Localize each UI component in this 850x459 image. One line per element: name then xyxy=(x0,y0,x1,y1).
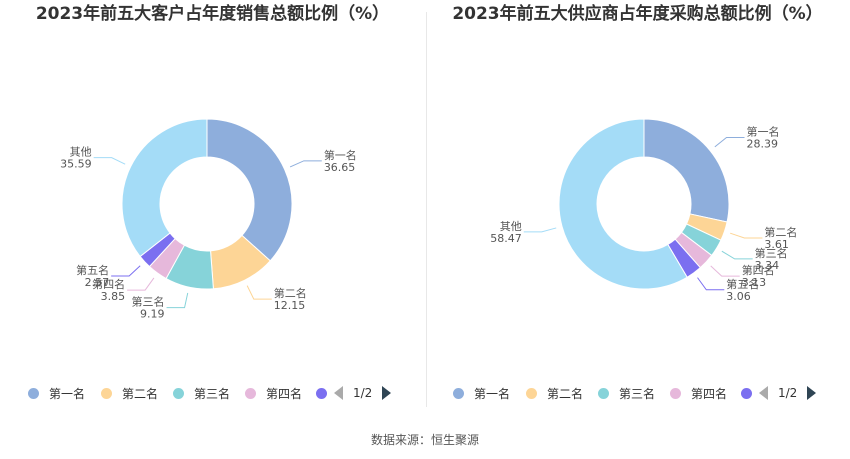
leader-line xyxy=(127,277,155,291)
slice-label-value: 28.39 xyxy=(746,137,778,150)
page-indicator: 1/2 xyxy=(778,386,798,400)
legend-pager: 1/2 xyxy=(759,383,817,403)
legend-item[interactable]: 第三名 xyxy=(173,383,230,403)
legend-label: 第四名 xyxy=(266,386,303,401)
pie-slice[interactable] xyxy=(558,118,688,290)
slice-label-value: 3.06 xyxy=(726,290,751,303)
slice-label-name: 其他 xyxy=(500,220,522,233)
leader-line xyxy=(289,160,322,168)
leader-line xyxy=(730,232,763,239)
slice-label-value: 35.59 xyxy=(60,158,92,171)
next-page-icon[interactable] xyxy=(807,386,817,400)
legend-label: 第二名 xyxy=(122,386,159,401)
legend-marker xyxy=(173,387,184,399)
legend-item[interactable]: 第四名 xyxy=(670,383,727,403)
slice-label-value: 3.13 xyxy=(742,276,767,289)
chart-legend: 第一名 第二名 第三名 第四名 1/2 xyxy=(425,383,850,403)
slice-label-name: 其他 xyxy=(70,146,92,159)
data-source: 数据来源：恒生聚源 xyxy=(370,433,479,447)
leader-line xyxy=(710,265,740,277)
legend-item[interactable] xyxy=(741,383,762,403)
page-indicator: 1/2 xyxy=(353,386,373,400)
leader-line xyxy=(166,292,189,309)
legend-label: 第四名 xyxy=(691,386,728,401)
legend-item[interactable]: 第四名 xyxy=(245,383,302,403)
leader-line xyxy=(111,265,141,277)
legend-item[interactable]: 第三名 xyxy=(598,383,655,403)
legend-marker xyxy=(453,387,464,399)
chart-title: 2023年前五大供应商占年度采购总额比例（%） xyxy=(452,4,823,24)
leader-line xyxy=(697,277,725,291)
supplier-chart-panel: 2023年前五大供应商占年度采购总额比例（%） 第一名 28.39 第二名 3.61 第… xyxy=(425,0,850,420)
legend-label: 第三名 xyxy=(619,386,656,401)
leader-line xyxy=(721,250,753,260)
slice-label-value: 3.61 xyxy=(764,238,789,251)
next-page-icon[interactable] xyxy=(382,386,392,400)
legend-item[interactable]: 第一名 xyxy=(453,383,510,403)
slice-label-value: 12.15 xyxy=(274,299,306,312)
leader-line xyxy=(714,136,745,148)
prev-page-icon[interactable] xyxy=(334,386,343,400)
legend-marker xyxy=(526,387,537,399)
legend-marker xyxy=(101,387,112,399)
slice-label-value: 3.34 xyxy=(755,259,780,272)
legend-label: 第二名 xyxy=(547,386,584,401)
slice-label-value: 9.19 xyxy=(140,308,165,321)
slice-label-name: 第二名 xyxy=(764,225,797,239)
chart-legend: 第一名 第二名 第三名 第四名 1/2 xyxy=(0,383,425,403)
prev-page-icon[interactable] xyxy=(759,386,768,400)
pie-slice[interactable] xyxy=(206,118,293,262)
slice-label-name: 第三名 xyxy=(755,246,788,260)
panel-divider xyxy=(426,12,427,407)
leader-line xyxy=(523,227,557,233)
leader-line xyxy=(246,285,272,300)
legend-label: 第一名 xyxy=(49,386,86,401)
legend-label: 第一名 xyxy=(474,386,511,401)
slice-label-value: 2.57 xyxy=(85,276,110,289)
legend-item[interactable]: 第一名 xyxy=(28,383,85,403)
legend-marker xyxy=(598,387,609,399)
legend-marker xyxy=(741,387,752,399)
pie-slice[interactable] xyxy=(121,118,208,258)
leader-line xyxy=(93,157,126,165)
legend-marker xyxy=(316,387,327,399)
slice-label-name: 第一名 xyxy=(746,124,779,138)
slice-label-name: 第一名 xyxy=(324,148,357,162)
slice-label-name: 第五名 xyxy=(76,263,109,277)
legend-marker xyxy=(670,387,681,399)
slice-label-name: 第四名 xyxy=(92,277,125,291)
slice-label-name: 第三名 xyxy=(132,295,165,309)
slice-label-name: 第四名 xyxy=(742,263,775,277)
customer-chart-panel: 2023年前五大客户占年度销售总额比例（%） 第一名 36.65 第二名 12.15 第… xyxy=(0,0,425,420)
legend-label: 第三名 xyxy=(194,386,231,401)
legend-marker xyxy=(245,387,256,399)
legend-item[interactable]: 第二名 xyxy=(526,383,583,403)
legend-item[interactable] xyxy=(316,383,337,403)
chart-title: 2023年前五大客户占年度销售总额比例（%） xyxy=(35,4,390,24)
slice-label-value: 36.65 xyxy=(324,161,356,174)
legend-marker xyxy=(28,387,39,399)
slice-label-name: 第二名 xyxy=(274,286,307,300)
slice-label-value: 3.85 xyxy=(101,290,126,303)
slice-label-name: 第五名 xyxy=(726,277,759,291)
pie-slice[interactable] xyxy=(643,118,730,223)
slice-label-value: 58.47 xyxy=(490,232,522,245)
legend-pager: 1/2 xyxy=(334,383,392,403)
legend-item[interactable]: 第二名 xyxy=(101,383,158,403)
